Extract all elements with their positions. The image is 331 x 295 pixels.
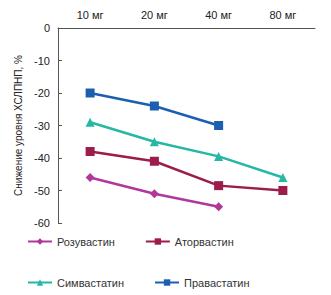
svg-text:80 мг: 80 мг	[269, 9, 296, 21]
svg-text:40 мг: 40 мг	[205, 9, 232, 21]
svg-text:-60: -60	[34, 217, 50, 229]
svg-text:Розувастин: Розувастин	[57, 236, 115, 248]
svg-text:-30: -30	[34, 120, 50, 132]
svg-text:-10: -10	[34, 55, 50, 67]
svg-text:-50: -50	[34, 185, 50, 197]
svg-text:Снижение уровня ХСЛПНП, %: Снижение уровня ХСЛПНП, %	[13, 55, 24, 196]
svg-text:10 мг: 10 мг	[77, 9, 104, 21]
svg-text:20 мг: 20 мг	[141, 9, 168, 21]
svg-text:-20: -20	[34, 87, 50, 99]
svg-text:Правастатин: Правастатин	[184, 277, 250, 289]
svg-text:Аторвастин: Аторвастин	[175, 236, 234, 248]
svg-text:Симвастатин: Симвастатин	[57, 277, 124, 289]
svg-text:-40: -40	[34, 152, 50, 164]
svg-text:0: 0	[44, 22, 50, 34]
